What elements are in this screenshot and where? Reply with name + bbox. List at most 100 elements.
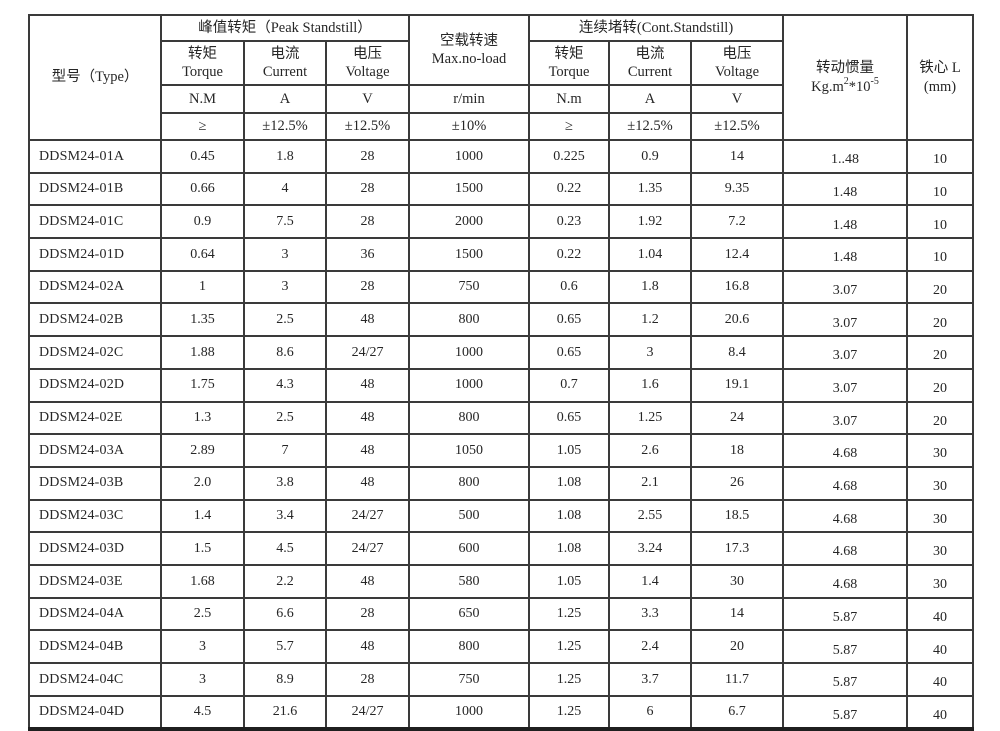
table-row: DDSM24-04B 3 5.7 48 800 1.25 2.4 20 5.87 40 [28,629,975,664]
value-cell: 0.9 [608,139,693,174]
value-cell: 30 [906,563,975,599]
value-cell: 28 [324,269,411,305]
value-cell: 2.89 [160,433,245,468]
value-cell: 1 [160,269,245,305]
unit-noload: r/min [408,84,531,114]
value-cell: 4.5 [160,694,245,731]
model-cell: DDSM24-02E [28,400,162,436]
table-row: DDSM24-03A 2.89 7 48 1050 1.05 2.6 18 4.68 30 [28,433,975,468]
value-cell: 28 [324,596,411,632]
value-cell: 7.2 [690,204,785,240]
spec-table-body: DDSM24-01A 0.45 1.8 28 1000 0.225 0.9 14 1..48 10… [28,139,975,731]
value-cell: 500 [408,498,531,534]
value-cell: 1.08 [528,465,611,501]
value-cell: 3 [243,269,327,305]
value-cell: 0.9 [160,204,245,240]
value-cell: 3.4 [243,498,327,534]
value-cell: 0.225 [528,139,611,174]
value-cell: 1.35 [608,171,693,207]
table-row: DDSM24-03B 2.0 3.8 48 800 1.08 2.1 26 4.68 30 [28,465,975,501]
value-cell: 0.64 [160,237,245,272]
value-cell: 1.4 [160,498,245,534]
header-core-cn: 铁心 L [919,60,961,77]
value-cell: 48 [324,563,411,599]
header-names-row: 转矩 Torque 电流 Current 电压 Voltage 转矩 Torqu… [29,40,973,86]
value-cell: 0.45 [160,139,245,174]
value-cell: 0.65 [528,335,611,370]
header-noload-en: Max.no-load [431,51,507,67]
value-cell: 24/27 [324,335,411,370]
value-cell: 1.25 [528,596,611,632]
value-cell: 650 [408,596,531,632]
value-cell: 2.2 [243,563,327,599]
unit-cont-torque: N.m [528,84,611,114]
header-cont-voltage: 电压 Voltage [690,40,785,86]
value-cell: 6 [608,694,693,731]
value-cell: 800 [408,629,531,664]
table-row: DDSM24-04D 4.5 21.6 24/27 1000 1.25 6 6.7 5.87 40 [28,694,975,731]
value-cell: 3.8 [243,465,327,501]
header-inertia: 转动惯量 Kg.m2*10-5 [782,14,909,141]
value-cell: 1.8 [243,139,327,174]
spec-table-header: 型号（Type） 峰值转矩（Peak Standstill） 空载转速 Max.… [28,14,975,141]
value-cell: 3 [608,335,693,370]
header-core-unit: (mm) [923,78,957,95]
value-cell: 0.23 [528,204,611,240]
value-cell: 7 [243,433,327,468]
value-cell: 3 [243,237,327,272]
table-row: DDSM24-01B 0.66 4 28 1500 0.22 1.35 9.35 1.48 10 [28,171,975,207]
value-cell: 10 [906,237,975,272]
value-cell: 1.88 [160,335,245,370]
header-peak-voltage: 电压 Voltage [324,40,411,86]
tol-cont-torque: ≥ [528,112,611,141]
value-cell: 30 [906,498,975,534]
table-row: DDSM24-01D 0.64 3 36 1500 0.22 1.04 12.4 1.48 10 [28,237,975,272]
table-row: DDSM24-02D 1.75 4.3 48 1000 0.7 1.6 19.1 3.07 20 [28,367,975,403]
model-cell: DDSM24-01A [28,139,162,174]
header-cont-torque: 转矩 Torque [528,40,611,86]
table-row: DDSM24-02A 1 3 28 750 0.6 1.8 16.8 3.07 20 [28,269,975,305]
value-cell: 48 [324,433,411,468]
value-cell: 3.07 [782,335,909,370]
value-cell: 1.6 [608,367,693,403]
model-cell: DDSM24-03A [28,433,162,468]
value-cell: 20 [906,400,975,436]
value-cell: 10 [906,139,975,174]
tol-noload: ±10% [408,112,531,141]
header-peak-group: 峰值转矩（Peak Standstill） [159,14,411,42]
value-cell: 40 [906,629,975,664]
value-cell: 20 [690,629,785,664]
tol-peak-voltage: ±12.5% [324,112,411,141]
model-cell: DDSM24-01B [28,171,162,207]
value-cell: 1.25 [528,694,611,731]
header-noload-group: 空载转速 Max.no-load [408,14,531,86]
table-row: DDSM24-04A 2.5 6.6 28 650 1.25 3.3 14 5.87 40 [28,596,975,632]
value-cell: 0.66 [160,171,245,207]
value-cell: 8.6 [243,335,327,370]
value-cell: 4.5 [243,531,327,566]
value-cell: 3.07 [782,269,909,305]
table-row: DDSM24-03C 1.4 3.4 24/27 500 1.08 2.55 18.5 4.68… [28,498,975,534]
model-cell: DDSM24-02A [28,269,162,305]
value-cell: 18.5 [690,498,785,534]
value-cell: 28 [324,139,411,174]
value-cell: 2.1 [608,465,693,501]
value-cell: 20 [906,367,975,403]
value-cell: 1..48 [782,139,909,174]
table-row: DDSM24-03D 1.5 4.5 24/27 600 1.08 3.24 17.3 4.68… [28,531,975,566]
header-peak-current: 电流 Current [243,40,327,86]
model-cell: DDSM24-02C [28,335,162,370]
unit-cont-current: A [608,84,693,114]
tol-cont-current: ±12.5% [608,112,693,141]
value-cell: 3.07 [782,367,909,403]
unit-cont-voltage: V [690,84,785,114]
value-cell: 1.05 [528,433,611,468]
value-cell: 1050 [408,433,531,468]
header-type: 型号（Type） [28,14,162,141]
value-cell: 5.7 [243,629,327,664]
value-cell: 30 [906,433,975,468]
value-cell: 1000 [408,367,531,403]
value-cell: 0.22 [528,171,611,207]
unit-peak-voltage: V [324,84,411,114]
model-cell: DDSM24-03E [28,563,162,599]
